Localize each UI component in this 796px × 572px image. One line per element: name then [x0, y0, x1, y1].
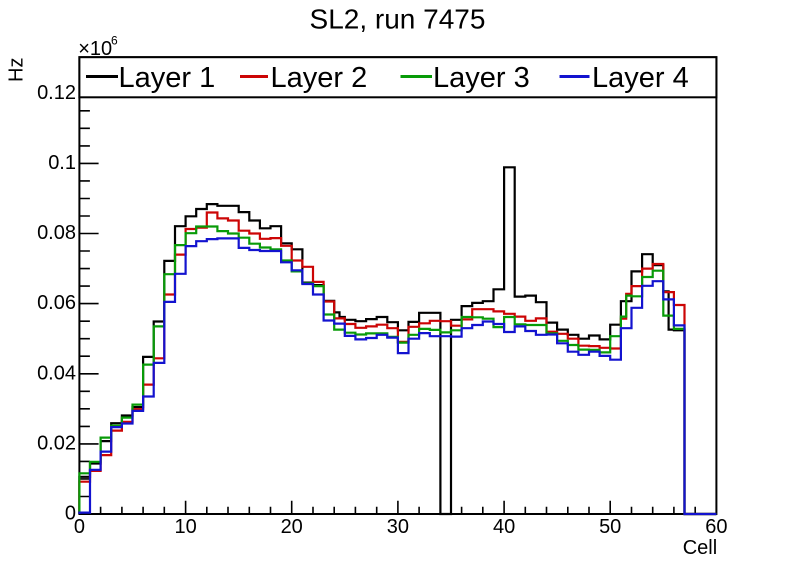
- svg-text:20: 20: [281, 516, 303, 538]
- svg-text:Layer 2: Layer 2: [271, 62, 368, 94]
- svg-text:0.06: 0.06: [37, 292, 76, 314]
- svg-text:10: 10: [174, 516, 196, 538]
- svg-text:Hz: Hz: [6, 58, 28, 82]
- svg-text:30: 30: [387, 516, 409, 538]
- svg-text:SL2, run 7475: SL2, run 7475: [310, 4, 486, 35]
- svg-text:40: 40: [493, 516, 515, 538]
- svg-text:0.1: 0.1: [48, 152, 76, 174]
- svg-text:Layer 1: Layer 1: [119, 62, 216, 94]
- svg-text:×10: ×10: [78, 38, 112, 60]
- svg-text:0: 0: [74, 516, 85, 538]
- svg-text:Cell: Cell: [683, 537, 717, 559]
- svg-text:0.02: 0.02: [37, 433, 76, 455]
- svg-text:0.04: 0.04: [37, 362, 76, 384]
- svg-text:0.08: 0.08: [37, 222, 76, 244]
- svg-text:0.12: 0.12: [37, 82, 76, 104]
- svg-text:50: 50: [599, 516, 621, 538]
- svg-text:Layer 3: Layer 3: [433, 62, 530, 94]
- svg-text:60: 60: [705, 516, 727, 538]
- svg-text:0: 0: [65, 503, 76, 525]
- svg-text:6: 6: [111, 34, 118, 48]
- svg-text:Layer 4: Layer 4: [592, 62, 689, 94]
